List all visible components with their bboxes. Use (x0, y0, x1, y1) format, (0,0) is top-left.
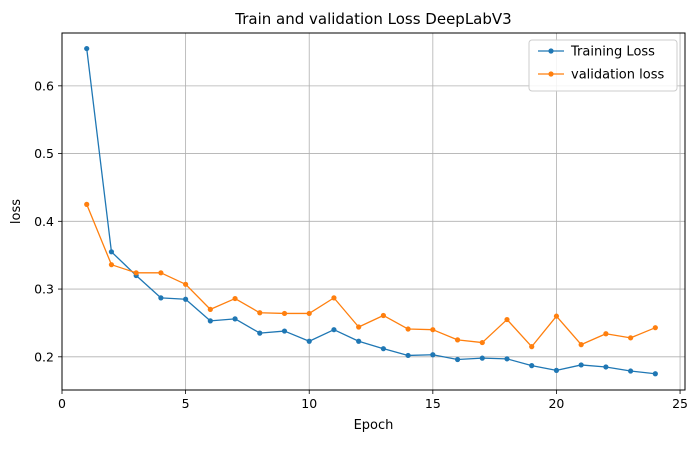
data-point-validation-loss (380, 312, 386, 319)
x-tick-label: 20 (548, 396, 564, 411)
legend-label-validation-loss: validation loss (571, 68, 664, 83)
data-point-validation-loss (356, 324, 362, 330)
data-point-training-loss (603, 364, 609, 370)
x-tick-label: 10 (301, 396, 317, 411)
data-point-training-loss (628, 368, 634, 374)
data-point-training-loss (232, 316, 238, 322)
data-point-validation-loss (628, 335, 634, 341)
y-tick-label: 0.4 (34, 214, 54, 229)
data-point-validation-loss (578, 342, 584, 348)
data-point-validation-loss (207, 306, 213, 312)
data-point-training-loss (529, 363, 535, 369)
series-line-validation-loss (86, 204, 656, 348)
legend-marker-validation-loss (548, 71, 554, 77)
data-point-validation-loss (183, 281, 189, 287)
data-point-training-loss (281, 328, 288, 334)
data-point-training-loss (430, 352, 436, 358)
y-tick-label: 0.5 (34, 146, 54, 161)
data-point-training-loss (306, 338, 312, 344)
data-point-validation-loss (479, 339, 485, 346)
data-point-validation-loss (133, 270, 139, 276)
data-point-training-loss (578, 362, 584, 368)
data-point-training-loss (84, 45, 90, 52)
data-point-validation-loss (84, 201, 90, 207)
x-tick-label: 15 (425, 396, 441, 411)
x-tick-label: 5 (182, 396, 190, 411)
data-point-validation-loss (529, 344, 535, 350)
data-point-training-loss (553, 367, 560, 373)
data-point-validation-loss (405, 326, 411, 332)
data-point-validation-loss (331, 295, 337, 301)
series-layer (84, 45, 658, 377)
data-point-training-loss (380, 346, 386, 352)
data-point-validation-loss (158, 270, 164, 276)
y-tick-label: 0.3 (34, 282, 54, 297)
data-point-validation-loss (454, 337, 461, 343)
data-point-validation-loss (504, 316, 510, 323)
legend-box (528, 39, 678, 92)
data-point-training-loss (356, 338, 362, 344)
data-point-training-loss (504, 356, 510, 362)
data-point-validation-loss (257, 310, 263, 316)
data-point-training-loss (652, 371, 658, 377)
data-point-training-loss (108, 249, 115, 255)
data-point-training-loss (183, 296, 189, 302)
data-point-validation-loss (603, 331, 609, 337)
data-point-training-loss (479, 355, 485, 361)
series-line-training-loss (86, 48, 656, 375)
x-tick-label: 0 (58, 396, 66, 411)
x-tick-label: 25 (672, 396, 688, 411)
data-point-training-loss (331, 327, 337, 333)
data-point-validation-loss (281, 310, 288, 317)
data-point-training-loss (158, 295, 164, 301)
y-axis-label: loss (9, 199, 24, 224)
legend-marker-training-loss (548, 48, 554, 54)
plot-frame (61, 32, 686, 391)
data-point-training-loss (454, 356, 461, 363)
data-point-training-loss (257, 330, 263, 336)
y-tick-label: 0.2 (34, 349, 54, 364)
axis-ticks: 0 5 10 15 20 25 0.2 0.3 0.4 0.5 0.6 (34, 78, 688, 411)
data-point-validation-loss (652, 325, 658, 331)
x-axis-label: Epoch (354, 418, 394, 433)
data-point-training-loss (405, 352, 411, 359)
data-point-validation-loss (553, 313, 560, 319)
legend: Training Loss validation loss (528, 39, 678, 92)
chart-title: Train and validation Loss DeepLabV3 (234, 10, 511, 28)
data-point-validation-loss (108, 262, 115, 268)
legend-label-training-loss: Training Loss (570, 45, 655, 60)
data-point-training-loss (207, 318, 213, 324)
data-point-validation-loss (306, 310, 312, 317)
y-tick-label: 0.6 (34, 78, 54, 93)
data-point-validation-loss (430, 327, 436, 333)
data-point-validation-loss (232, 295, 238, 302)
